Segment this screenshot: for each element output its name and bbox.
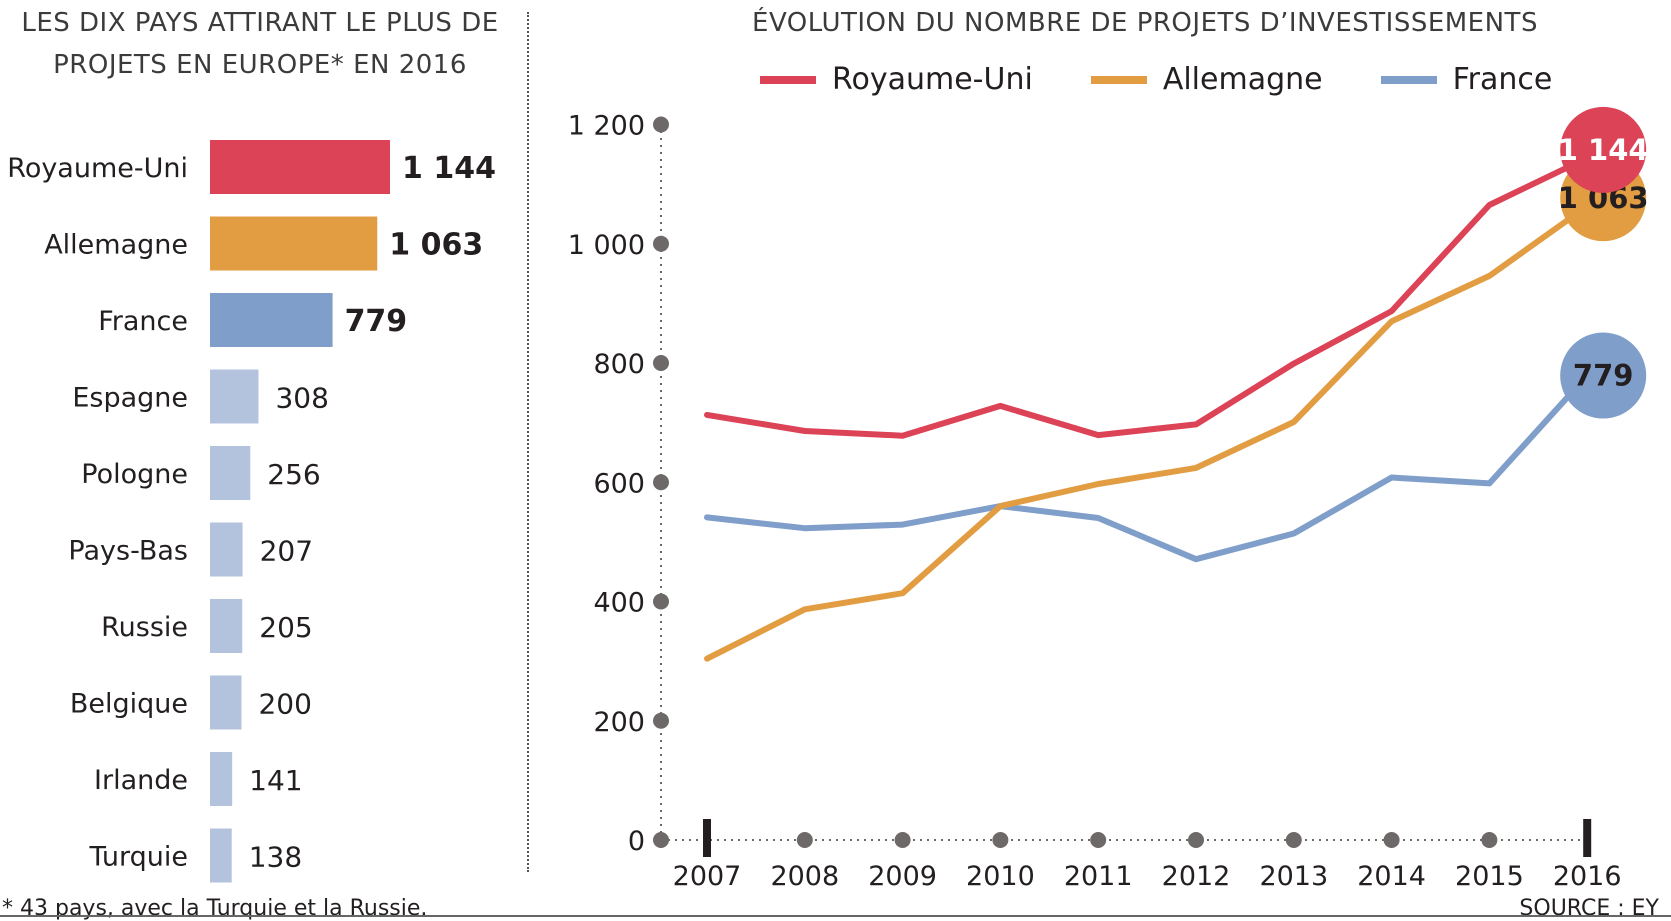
bar-value-royaume-uni: 1 144 bbox=[402, 151, 496, 186]
legend-item-royaume-uni: Royaume-Uni bbox=[760, 62, 1033, 97]
bar-value-pologne: 256 bbox=[267, 458, 320, 491]
x-tick-label-2014: 2014 bbox=[1357, 861, 1426, 892]
legend-label-royaume-uni: Royaume-Uni bbox=[832, 62, 1033, 97]
bar-france bbox=[210, 293, 333, 347]
y-tick-dot-200 bbox=[653, 712, 669, 729]
bar-pays-bas bbox=[210, 522, 243, 577]
x-tick-dot-2008 bbox=[796, 832, 813, 848]
bar-label-belgique: Belgique bbox=[70, 689, 188, 720]
bottom-rule bbox=[0, 915, 1671, 917]
x-tick-mark-2016 bbox=[1583, 819, 1592, 857]
bar-label-espagne: Espagne bbox=[72, 383, 188, 414]
bar-value-russie: 205 bbox=[259, 611, 312, 644]
y-tick-dot-0 bbox=[653, 832, 669, 848]
x-tick-label-2012: 2012 bbox=[1162, 861, 1231, 892]
bar-value-belgique: 200 bbox=[258, 688, 311, 721]
legend-item-france: France bbox=[1380, 62, 1553, 97]
footnote: * 43 pays, avec la Turquie et la Russie. bbox=[2, 896, 428, 921]
bar-royaume-uni bbox=[210, 140, 390, 194]
bar-label-pologne: Pologne bbox=[81, 459, 188, 490]
legend-item-allemagne: Allemagne bbox=[1090, 62, 1323, 97]
y-tick-label-0: 0 bbox=[628, 826, 645, 857]
x-tick-mark-2007 bbox=[703, 819, 711, 857]
x-tick-dot-2012 bbox=[1188, 832, 1204, 848]
y-tick-dot-800 bbox=[653, 355, 669, 371]
x-tick-label-2016: 2016 bbox=[1553, 861, 1622, 892]
bar-label-pays-bas: Pays-Bas bbox=[68, 536, 188, 567]
x-tick-label-2015: 2015 bbox=[1455, 861, 1524, 892]
legend-swatch-allemagne bbox=[1090, 75, 1147, 84]
line-chart-legend: Royaume-Uni Allemagne France bbox=[760, 62, 1552, 97]
end-bubble-france bbox=[1560, 332, 1647, 419]
y-tick-dot-1200 bbox=[653, 116, 669, 133]
bar-irlande bbox=[210, 752, 233, 806]
legend-swatch-france bbox=[1380, 75, 1437, 84]
bar-allemagne bbox=[210, 216, 378, 271]
end-bubble-royaume-uni bbox=[1560, 106, 1647, 193]
legend-label-allemagne: Allemagne bbox=[1162, 62, 1323, 97]
bar-turquie bbox=[210, 828, 232, 883]
y-tick-dot-1000 bbox=[653, 235, 669, 252]
end-bubble-label-royaume-uni: 1 144 bbox=[1558, 133, 1649, 167]
y-tick-label-600: 600 bbox=[593, 468, 645, 499]
bar-label-irlande: Irlande bbox=[94, 765, 188, 796]
legend-swatch-royaume-uni bbox=[760, 75, 816, 84]
x-tick-dot-2013 bbox=[1285, 832, 1302, 848]
bar-label-allemagne: Allemagne bbox=[44, 230, 188, 261]
bar-value-pays-bas: 207 bbox=[260, 535, 313, 568]
x-tick-dot-2010 bbox=[992, 832, 1009, 848]
x-tick-label-2011: 2011 bbox=[1064, 861, 1133, 892]
line-royaume-uni bbox=[704, 154, 1591, 439]
x-tick-label-2010: 2010 bbox=[966, 861, 1035, 892]
y-tick-dot-400 bbox=[653, 593, 669, 610]
bar-label-royaume-uni: Royaume-Uni bbox=[7, 153, 188, 184]
line-allemagne bbox=[704, 203, 1591, 662]
y-tick-dot-600 bbox=[653, 474, 669, 491]
y-tick-label-1000: 1 000 bbox=[568, 230, 645, 261]
y-tick-label-400: 400 bbox=[593, 588, 645, 619]
x-tick-label-2013: 2013 bbox=[1259, 861, 1328, 892]
bar-value-turquie: 138 bbox=[249, 841, 302, 874]
panel-divider bbox=[527, 12, 529, 872]
bar-russie bbox=[210, 599, 243, 653]
bar-belgique bbox=[210, 675, 242, 730]
x-tick-dot-2011 bbox=[1090, 832, 1107, 848]
x-tick-label-2008: 2008 bbox=[770, 861, 839, 892]
x-tick-dot-2015 bbox=[1481, 832, 1498, 848]
bar-chart-title: LES DIX PAYS ATTIRANT LE PLUS DE PROJETS… bbox=[21, 8, 499, 80]
line-chart-title: ÉVOLUTION DU NOMBRE DE PROJETS D’INVESTI… bbox=[752, 8, 1538, 38]
bar-pologne bbox=[210, 446, 251, 500]
bar-value-espagne: 308 bbox=[275, 382, 328, 415]
y-tick-label-200: 200 bbox=[593, 707, 645, 738]
legend-label-france: France bbox=[1452, 62, 1553, 97]
source-label: SOURCE : EY bbox=[1519, 896, 1659, 921]
bar-value-irlande: 141 bbox=[249, 764, 302, 797]
bar-label-russie: Russie bbox=[101, 612, 188, 643]
y-tick-label-800: 800 bbox=[593, 349, 645, 380]
bar-label-turquie: Turquie bbox=[89, 842, 189, 873]
line-france bbox=[704, 372, 1591, 563]
x-tick-label-2009: 2009 bbox=[868, 861, 937, 892]
x-tick-dot-2009 bbox=[894, 832, 911, 848]
x-tick-dot-2014 bbox=[1383, 832, 1400, 848]
end-bubble-label-france: 779 bbox=[1573, 359, 1634, 393]
bar-label-france: France bbox=[98, 306, 188, 337]
y-tick-label-1200: 1 200 bbox=[568, 111, 645, 142]
bar-espagne bbox=[210, 369, 259, 424]
x-tick-label-2007: 2007 bbox=[673, 861, 742, 892]
bar-value-france: 779 bbox=[345, 304, 408, 339]
bar-value-allemagne: 1 063 bbox=[389, 228, 483, 263]
